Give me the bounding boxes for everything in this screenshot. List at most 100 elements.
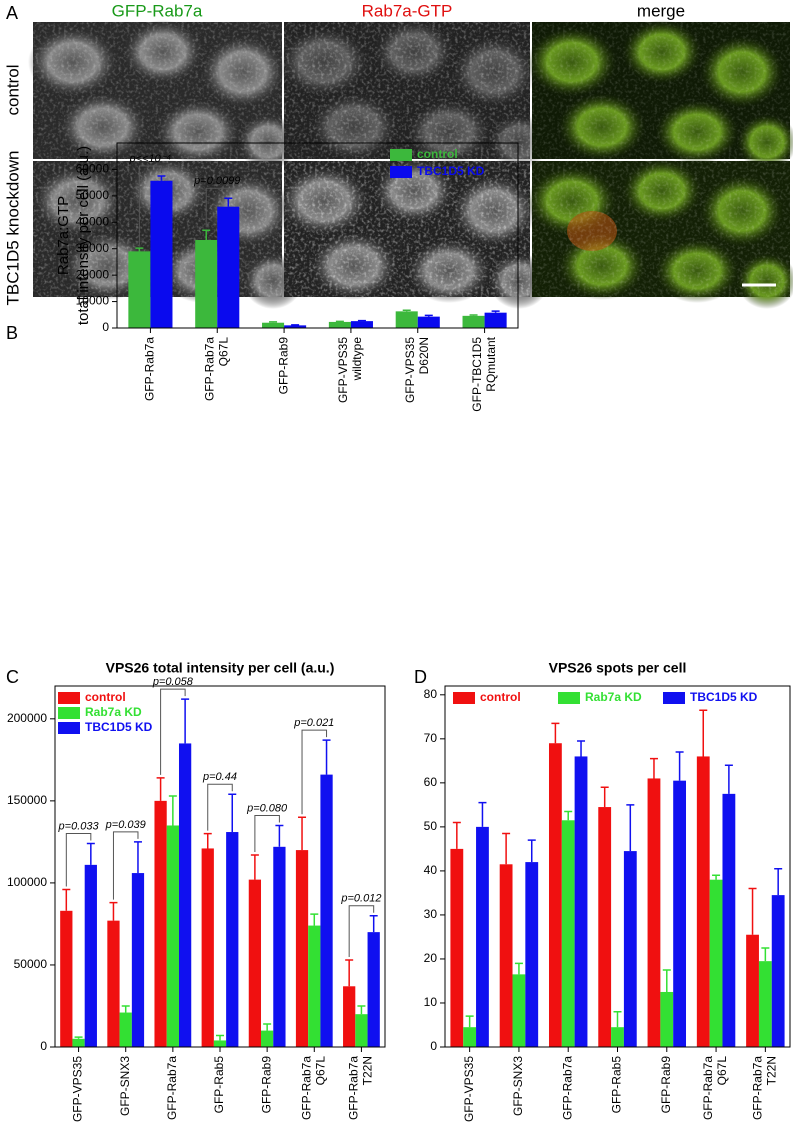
bar <box>611 1027 624 1047</box>
y-tick-label: 20 <box>424 951 438 965</box>
bar <box>623 851 637 1047</box>
significance-bracket <box>112 831 139 900</box>
legend-swatch <box>58 722 80 734</box>
panel-letter: A <box>6 3 18 23</box>
legend-label: TBC1D5 KD <box>85 720 153 734</box>
bar <box>131 873 145 1047</box>
bar <box>284 325 307 328</box>
y-tick-label: 200000 <box>7 711 47 725</box>
bar <box>574 756 588 1047</box>
error-bar <box>527 839 536 863</box>
error-bar <box>357 1005 366 1015</box>
bar <box>395 311 418 328</box>
error-bar <box>478 801 487 827</box>
error-bar <box>699 709 708 757</box>
legend-swatch <box>58 707 80 719</box>
y-tick-label: 50 <box>424 819 438 833</box>
error-bar <box>133 841 142 874</box>
x-tick-label: Q67L <box>715 1056 729 1086</box>
bar <box>295 850 309 1047</box>
y-tick-label: 150000 <box>7 793 47 807</box>
error-bar <box>156 777 165 801</box>
x-tick-label: GFP-TBC1D5 <box>470 337 484 412</box>
error-bar <box>109 901 118 921</box>
x-tick-label: GFP-VPS35 <box>71 1056 85 1122</box>
bar <box>367 932 380 1047</box>
error-bar <box>712 874 721 880</box>
error-bar <box>168 795 177 826</box>
bar <box>217 206 240 328</box>
column-label: GFP-Rab7a <box>112 1 203 20</box>
bar <box>248 879 262 1047</box>
bar <box>262 322 285 328</box>
legend-swatch <box>663 692 685 704</box>
bar <box>647 778 661 1047</box>
micrograph <box>279 159 549 309</box>
error-bar <box>502 832 511 865</box>
x-tick-label: GFP-SNX3 <box>118 1056 132 1116</box>
bar <box>60 910 73 1047</box>
bar <box>261 1030 274 1047</box>
bar <box>673 780 687 1047</box>
bar <box>709 879 723 1047</box>
x-tick-label: GFP-Rab5 <box>610 1056 624 1114</box>
error-bar <box>310 913 319 926</box>
legend-label: Rab7a KD <box>585 690 642 704</box>
bar <box>350 321 373 328</box>
y-tick-label: 80 <box>424 687 438 701</box>
bar <box>758 961 772 1047</box>
bar <box>417 316 440 328</box>
error-bar <box>322 739 331 775</box>
error-bar <box>649 757 658 779</box>
significance-bracket <box>138 165 162 246</box>
p-value: p=0.021 <box>293 717 334 729</box>
error-bar <box>224 197 233 207</box>
micrograph <box>527 20 793 170</box>
x-tick-label: GFP-Rab7a <box>701 1056 715 1120</box>
x-tick-label: GFP-Rab9 <box>259 1056 273 1114</box>
p-value: p=0.0099 <box>193 175 240 187</box>
y-axis-label: Rab7a:GTP <box>55 196 72 275</box>
chart-title: VPS26 total intensity per cell (a.u.) <box>106 660 335 676</box>
error-bar <box>62 888 71 911</box>
bar <box>213 1040 227 1047</box>
bar <box>84 864 97 1047</box>
micrograph <box>527 159 793 309</box>
x-tick-label: T22N <box>765 1056 779 1085</box>
x-tick-label: GFP-Rab7a <box>202 337 216 401</box>
significance-bracket <box>65 833 92 887</box>
panel-letter: C <box>6 667 19 687</box>
error-bar <box>86 842 95 865</box>
error-bar <box>564 810 573 821</box>
error-bar <box>269 321 278 323</box>
x-tick-label: GFP-Rab5 <box>212 1056 226 1114</box>
legend-label: Rab7a KD <box>85 705 142 719</box>
error-bar <box>181 698 190 744</box>
bar <box>107 920 120 1047</box>
bar <box>150 180 173 328</box>
chart-title: VPS26 spots per cell <box>549 660 687 676</box>
p-value: p=0.012 <box>340 893 381 905</box>
bar <box>462 315 485 328</box>
x-tick-label: D620N <box>417 337 431 374</box>
error-bar <box>121 1005 130 1013</box>
bar <box>696 756 710 1047</box>
p-value: p=0.033 <box>58 820 100 832</box>
error-bar <box>357 319 366 322</box>
error-bar <box>216 1034 224 1041</box>
significance-bracket <box>207 783 233 831</box>
y-tick-label: 50000 <box>14 957 48 971</box>
error-bar <box>626 804 635 852</box>
bar <box>525 862 539 1047</box>
bar <box>355 1014 368 1047</box>
p-value: p=0.039 <box>105 819 146 831</box>
bar <box>660 991 674 1047</box>
bar <box>499 864 513 1047</box>
bar <box>226 832 239 1047</box>
y-tick-label: 70 <box>424 731 438 745</box>
bar <box>273 846 286 1047</box>
error-bar <box>202 229 211 240</box>
significance-bracket <box>160 688 186 775</box>
error-bar <box>74 1036 83 1039</box>
